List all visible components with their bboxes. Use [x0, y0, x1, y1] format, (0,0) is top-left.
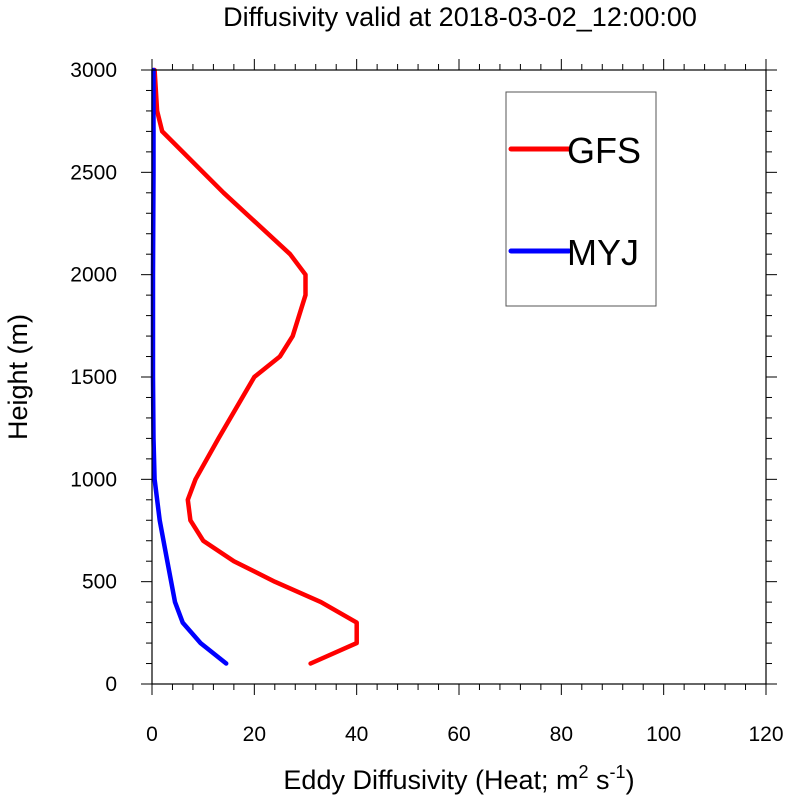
y-tick-label: 1000	[70, 468, 117, 491]
plot-frame	[151, 69, 767, 685]
y-tick-label: 2500	[70, 161, 117, 184]
legend: GFS MYJ	[505, 91, 657, 307]
y-tick-label: 1500	[70, 366, 117, 389]
x-axis-label-middle: s	[589, 765, 610, 795]
y-tick-label: 0	[105, 673, 117, 696]
ticks-group	[141, 59, 777, 695]
legend-box	[505, 91, 657, 307]
x-tick-label: 20	[243, 723, 266, 746]
x-tick-label: 100	[646, 723, 681, 746]
x-tick-label: 120	[748, 723, 783, 746]
y-axis-label: Height (m)	[3, 314, 33, 440]
x-axis-label-sup1: 2	[579, 762, 589, 782]
series-line-gfs	[152, 67, 359, 666]
y-tick-label: 2000	[70, 264, 117, 287]
series-group	[150, 67, 359, 666]
x-axis-label-prefix: Eddy Diffusivity (Heat; m	[283, 765, 578, 795]
series-line-myj	[150, 67, 229, 666]
x-axis-label-sup2: -1	[610, 762, 626, 782]
y-tick-label: 500	[82, 571, 117, 594]
x-tick-labels: 0 20 40 60 80 100 120	[146, 723, 783, 746]
legend-label-gfs: GFS	[567, 130, 641, 171]
legend-label-myj: MYJ	[567, 232, 639, 273]
chart-title: Diffusivity valid at 2018-03-02_12:00:00	[223, 2, 697, 32]
x-axis-label: Eddy Diffusivity (Heat; m2 s-1)	[283, 762, 634, 795]
x-tick-label: 80	[550, 723, 573, 746]
y-tick-label: 3000	[70, 59, 117, 82]
x-tick-label: 60	[447, 723, 470, 746]
x-tick-label: 40	[345, 723, 368, 746]
x-axis-label-suffix: )	[626, 765, 635, 795]
x-tick-label: 0	[146, 723, 158, 746]
y-tick-labels: 0 500 1000 1500 2000 2500 3000	[70, 59, 117, 696]
